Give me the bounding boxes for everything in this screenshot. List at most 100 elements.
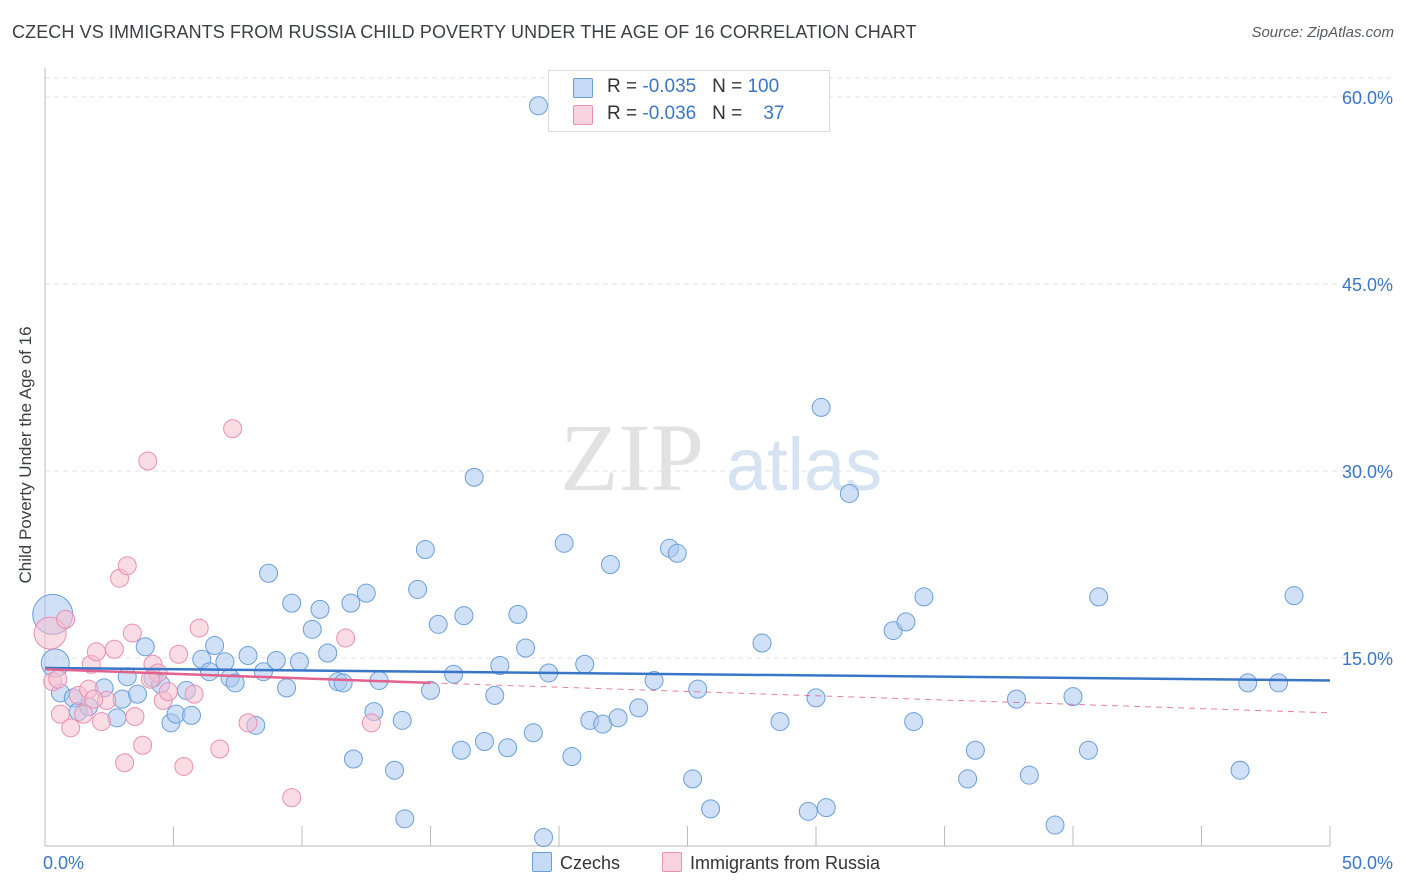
chart-title: CZECH VS IMMIGRANTS FROM RUSSIA CHILD PO… [12,22,917,42]
czech-point [516,638,536,658]
russia-point [117,556,137,576]
czech-point [454,606,474,626]
czech-point [485,685,505,705]
czech-point [701,799,721,819]
russia-point [84,689,104,709]
czech-point [225,673,245,693]
czech-point [1269,673,1289,693]
czech-point [798,801,818,821]
russia-point [223,419,243,439]
czech-point [644,670,664,690]
russia-point [133,735,153,755]
czech-point [608,708,628,728]
czech-point [839,483,859,503]
watermark-zip: ZIP [560,404,704,511]
czech-point [523,723,543,743]
czech-point [554,533,574,553]
czech-point [289,652,309,672]
russia-point [336,628,356,648]
czech-point [965,740,985,760]
russia-point [174,756,194,776]
y-tick-label-30: 30.0% [1342,462,1393,482]
legend-r-value-russia: -0.036 [642,103,697,124]
czech-point [415,540,435,560]
czech-point [1089,587,1109,607]
bottom-legend-russia: Immigrants from Russia [662,852,880,874]
x-tick-label-min: 0.0% [43,853,84,873]
czech-point [444,664,464,684]
russia-point [158,682,178,702]
czech-point [451,740,471,760]
czech-point [1238,673,1258,693]
russia-point [122,623,142,643]
russia-point [56,609,76,629]
czech-point [958,769,978,789]
czech-point [302,619,322,639]
czech-point [667,543,687,563]
y-tick-label-45: 45.0% [1342,275,1393,295]
legend-n-label-russia: N = [712,103,748,124]
stats-legend: R = -0.035 N = 100 R = -0.036 N = 37 [548,70,830,132]
czech-point [408,579,428,599]
russia-point [48,669,68,689]
czech-point [752,633,772,653]
czech-point [528,96,548,116]
russia-point [210,739,230,759]
czech-point [277,678,297,698]
czech-point [343,749,363,769]
czech-point [770,712,790,732]
russia-point [125,707,145,727]
czech-point [534,828,554,848]
russia-point [61,718,81,738]
legend-r-value-czechs: -0.035 [642,76,697,97]
czech-point [1063,687,1083,707]
czech-point [199,662,219,682]
russia-point [189,618,209,638]
czech-point [215,652,235,672]
czech-point [1078,740,1098,760]
legend-r-label-russia: R = [607,103,643,124]
czech-point [395,809,415,829]
russia-point [92,712,112,732]
czech-point [562,746,582,766]
watermark: ZIP atlas [560,404,882,511]
legend-swatch-czechs [573,78,593,98]
x-tick-label-max: 50.0% [1342,853,1393,873]
czech-point [904,712,924,732]
legend-n-value-russia: 37 [763,103,785,124]
russia-trend-extension [430,682,1331,714]
russia-point [74,704,94,724]
czech-point [508,604,528,624]
russia-point [138,451,158,471]
russia-point [50,704,70,724]
czech-point [811,397,831,417]
czech-point [914,587,934,607]
bottom-legend-swatch-czechs [532,852,552,872]
legend-n-value-czechs: 100 [747,76,780,97]
russia-point [361,713,381,733]
czech-point [318,643,338,663]
czech-point [498,738,518,758]
bottom-legend-label-russia: Immigrants from Russia [690,853,881,873]
russia-point [169,644,189,664]
czech-point [392,710,412,730]
czech-point [575,654,595,674]
bottom-legend-czechs: Czechs [532,852,620,874]
source-label: Source: ZipAtlas.com [1251,24,1394,41]
czech-point [259,563,279,583]
czech-point [282,593,302,613]
russia-trend-line [44,667,431,685]
y-tick-label-60: 60.0% [1342,88,1393,108]
czech-point [600,555,620,574]
czech-point [266,650,286,670]
czech-point [1019,765,1039,785]
bottom-legend-swatch-russia [662,852,682,872]
czech-point [896,612,916,632]
czech-point [421,680,440,700]
czech-point [629,698,649,718]
czech-point [205,636,225,656]
czech-point [135,637,155,657]
y-tick-label-15: 15.0% [1342,649,1393,669]
legend-n-label-czechs: N = [712,76,748,97]
